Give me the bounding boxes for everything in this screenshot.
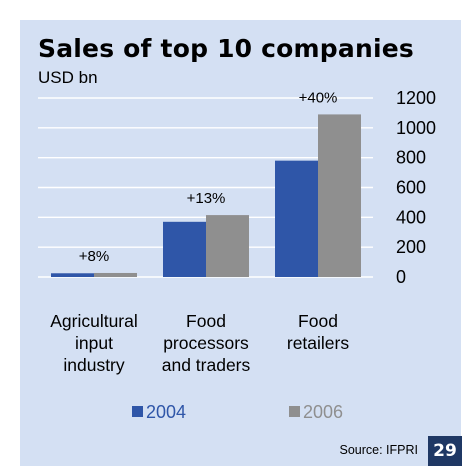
x-category-label-1: Food processors and traders bbox=[162, 311, 251, 375]
x-category-label-line: industry bbox=[63, 355, 125, 375]
x-category-label-line: Agricultural bbox=[50, 311, 138, 331]
bar-2006-0 bbox=[94, 272, 137, 277]
bar-2006-2 bbox=[318, 114, 361, 278]
x-category-label-0: Agricultural input industry bbox=[50, 311, 138, 375]
x-category-label-line: processors bbox=[163, 333, 249, 353]
y-tick-label-600: 600 bbox=[396, 178, 426, 198]
x-category-label-line: and traders bbox=[162, 355, 251, 375]
x-category-label-line: Food bbox=[298, 311, 338, 331]
unit-label: USD bn bbox=[38, 68, 98, 87]
legend-swatch-2006 bbox=[289, 406, 300, 417]
bar-2004-0 bbox=[51, 273, 94, 277]
legend-swatch-2004 bbox=[132, 406, 143, 417]
bar-chart: 0 200 400 600 800 1000 1200 +8% +13% +40% Agricult… bbox=[38, 88, 436, 375]
legend: 2004 2006 bbox=[0, 402, 462, 426]
page-number-badge: 29 bbox=[428, 436, 462, 466]
y-tick-label-800: 800 bbox=[396, 148, 426, 168]
source-note: Source: IFPRI bbox=[339, 443, 419, 457]
y-tick-label-1000: 1000 bbox=[396, 118, 436, 138]
x-category-label-line: Food bbox=[186, 311, 226, 331]
y-tick-label-0: 0 bbox=[396, 267, 406, 287]
bar-2006-1 bbox=[206, 215, 249, 277]
x-category-label-2: Food retailers bbox=[287, 311, 349, 353]
legend-label-2006: 2006 bbox=[303, 402, 344, 422]
growth-label-0: +8% bbox=[79, 248, 109, 265]
legend-label-2004: 2004 bbox=[146, 402, 187, 422]
y-tick-label-1200: 1200 bbox=[396, 88, 436, 108]
y-tick-label-400: 400 bbox=[396, 207, 426, 227]
y-tick-label-200: 200 bbox=[396, 237, 426, 257]
x-category-label-line: input bbox=[75, 333, 113, 353]
growth-label-2: +40% bbox=[299, 89, 338, 106]
bar-2004-2 bbox=[275, 160, 318, 277]
legend-item-2006: 2006 bbox=[289, 402, 343, 423]
legend-item-2004: 2004 bbox=[132, 402, 186, 423]
growth-label-1: +13% bbox=[187, 190, 226, 207]
chart-title: Sales of top 10 companies bbox=[38, 34, 414, 63]
bar-2004-1 bbox=[163, 221, 206, 277]
x-category-label-line: retailers bbox=[287, 333, 349, 353]
